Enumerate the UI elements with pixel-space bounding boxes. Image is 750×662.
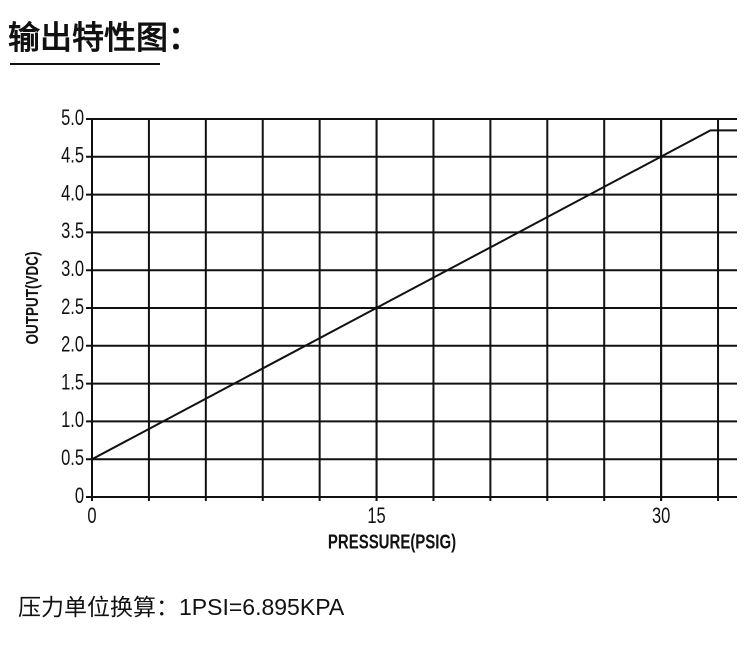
x-axis-label: PRESSURE(PSIG) [328, 530, 456, 553]
data-line [91, 129, 737, 461]
x-tick-label: 15 [367, 504, 385, 529]
chart-title: 输出特性图： [8, 19, 200, 55]
y-tick-label: 3.5 [61, 219, 84, 244]
unit-note: 压力单位换算：1PSI=6.895KPA [18, 594, 345, 620]
x-tick-label: 30 [652, 504, 671, 529]
y-tick-label: 1.0 [61, 408, 84, 433]
y-tick-label: 3.0 [61, 257, 84, 282]
y-tick-label: 2.5 [61, 295, 84, 320]
y-tick-label: 5.0 [61, 106, 84, 131]
y-tick-label: 0 [75, 484, 84, 509]
y-tick-label: 2.0 [61, 332, 84, 357]
y-tick-label: 1.5 [61, 370, 84, 395]
y-tick-label: 4.5 [61, 143, 84, 168]
y-axis-label: OUTPUT(VDC) [23, 252, 42, 345]
y-tick-label: 0.5 [61, 446, 84, 471]
x-tick-label: 0 [87, 504, 96, 529]
y-tick-label: 4.0 [61, 181, 84, 206]
